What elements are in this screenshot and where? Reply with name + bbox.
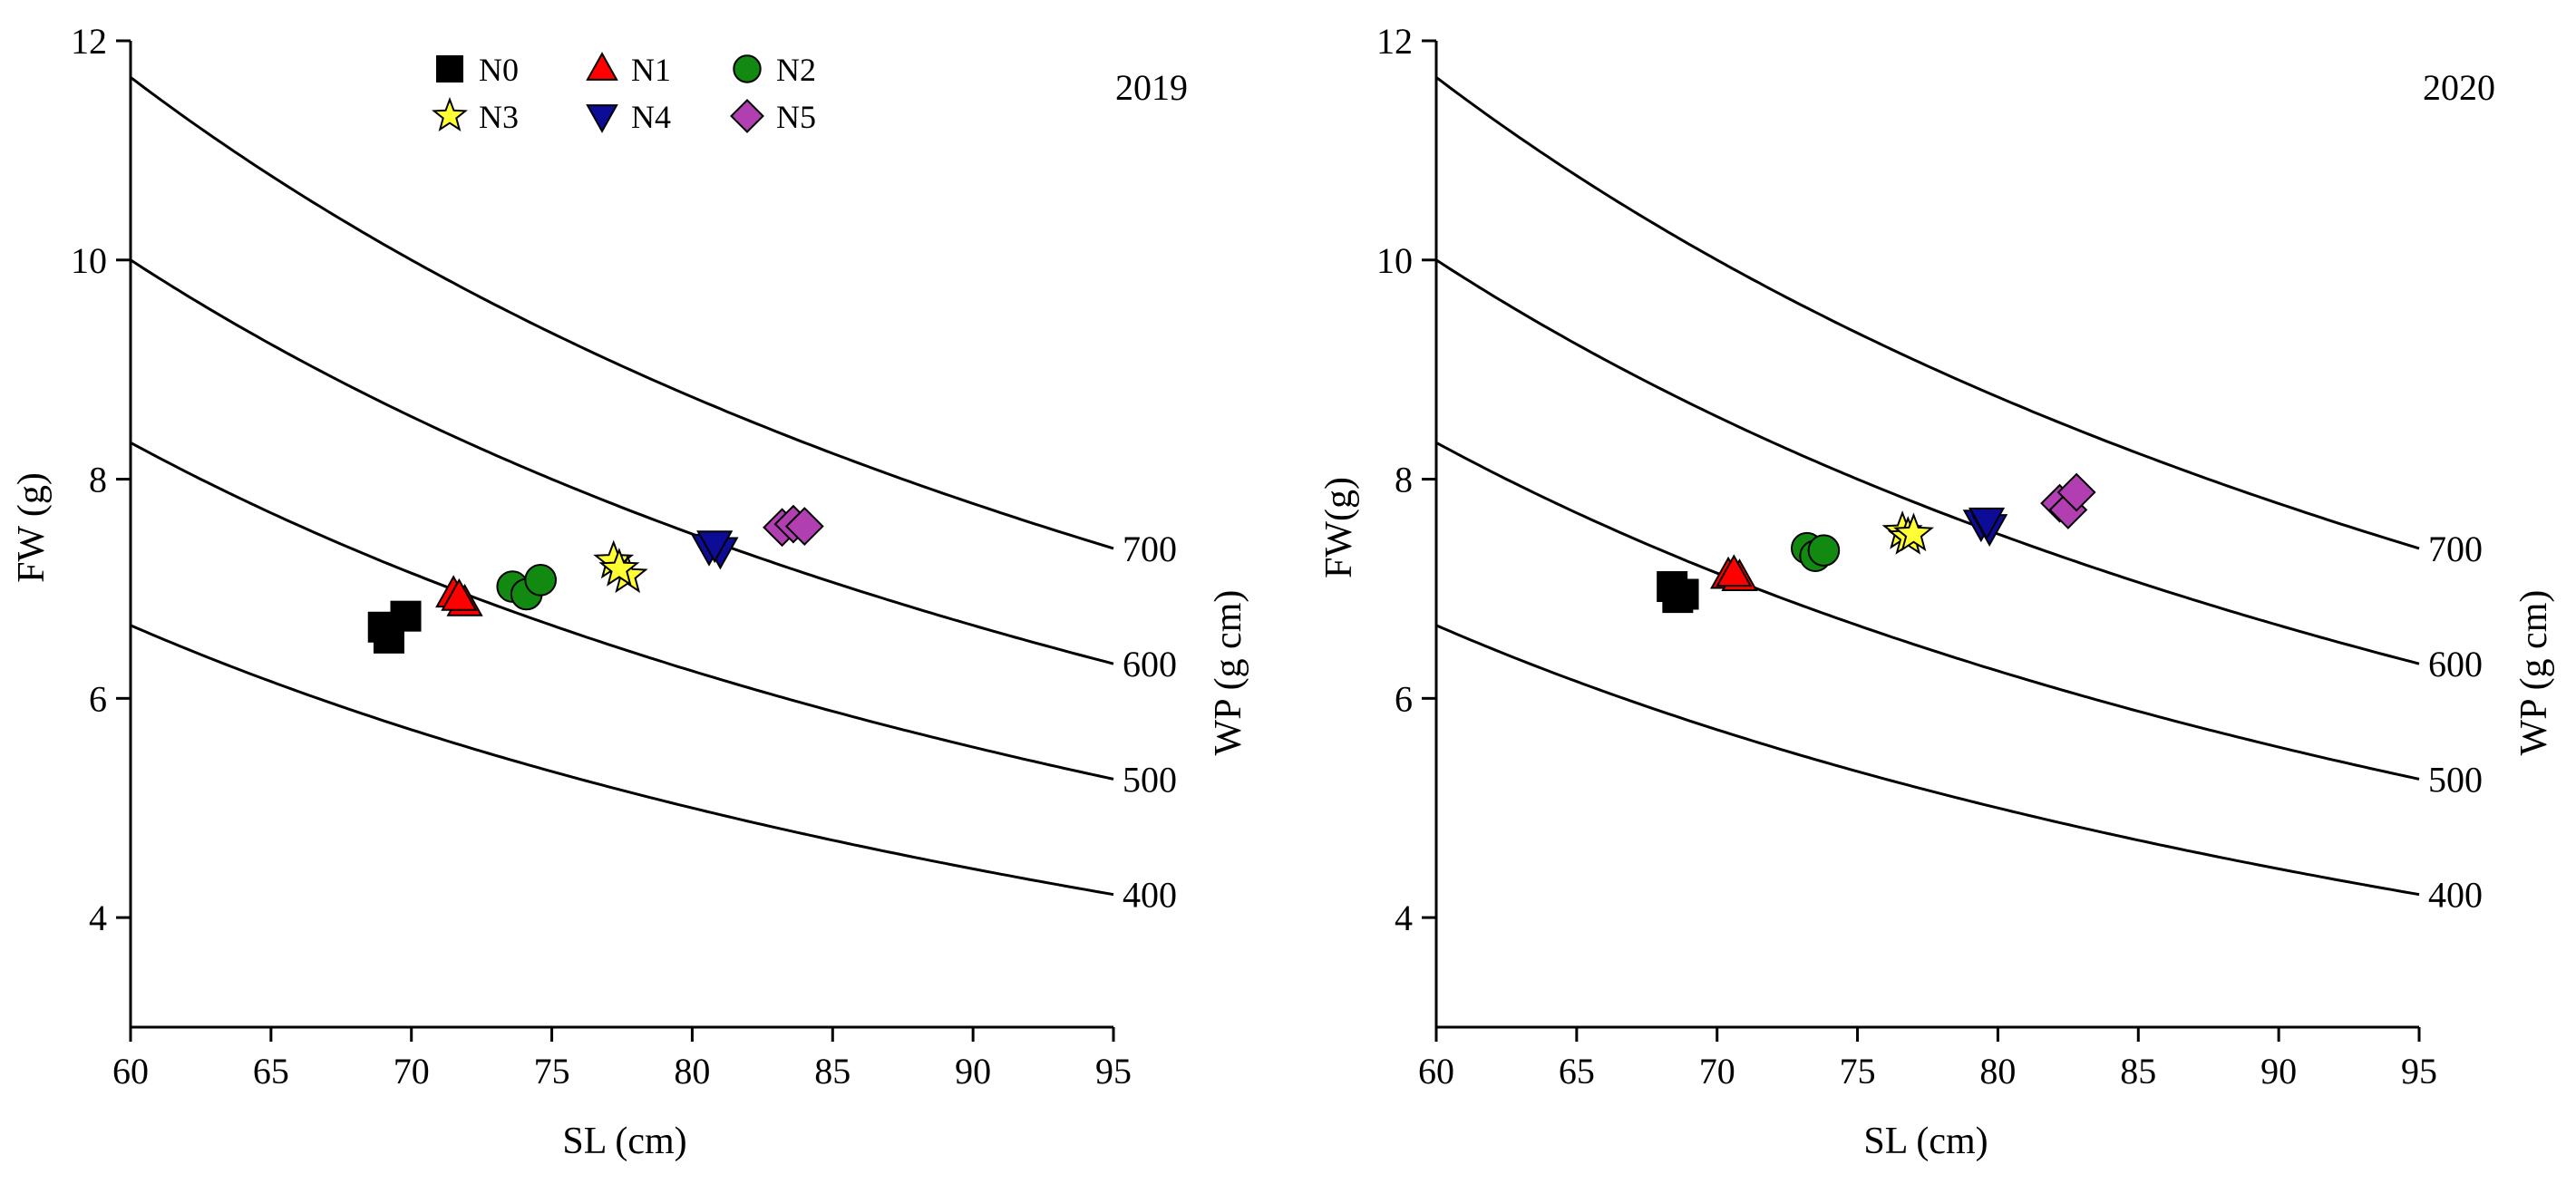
y-tick-label: 12	[1376, 21, 1413, 62]
panel-2020: 2020 SL (cm) FW(g) WP (g cm) 60 65 70 75 80 8…	[1318, 21, 2555, 1162]
data-point-n2	[1807, 534, 1841, 567]
wp-isoline-500	[130, 441, 1114, 781]
right-axis-title: WP (g cm)	[2513, 590, 2555, 756]
wp-isoline-label: 500	[1123, 759, 1177, 800]
y-tick-label: 4	[89, 898, 107, 938]
x-tick-label: 75	[534, 1051, 570, 1092]
legend: N0 N1 N2 N3 N4 N5	[432, 52, 816, 135]
legend-label: N5	[776, 99, 816, 135]
wp-isoline-700	[130, 76, 1114, 550]
right-axis-title: WP (g cm)	[1208, 590, 1249, 756]
wp-isoline-400	[130, 624, 1114, 897]
x-tick-label: 70	[394, 1051, 430, 1092]
data-point-n0	[1667, 578, 1699, 610]
x-tick-label: 95	[2401, 1051, 2437, 1092]
y-axis-title: FW (g)	[11, 472, 53, 583]
x-tick-label: 75	[1840, 1051, 1876, 1092]
x-tick-label: 60	[112, 1051, 149, 1092]
x-tick-label: 80	[674, 1051, 710, 1092]
panel-2019: 2019 SL (cm) FW (g) WP (g cm) 60 65 70 75 80…	[11, 21, 1249, 1162]
data-point-n2	[524, 563, 557, 597]
wp-isoline-label: 700	[1123, 529, 1177, 569]
x-tick-label: 65	[1559, 1051, 1595, 1092]
y-tick-label: 8	[89, 460, 107, 500]
legend-label: N0	[479, 52, 519, 88]
wp-isoline-600	[1435, 258, 2420, 665]
legend-label: N2	[776, 52, 816, 88]
wp-isoline-label: 600	[1123, 644, 1177, 684]
legend-marker-n2	[733, 54, 762, 83]
wp-isoline-label: 700	[2428, 529, 2483, 569]
data-point-n0	[390, 600, 422, 632]
data-point-n5	[784, 507, 824, 546]
wp-isoline-label: 400	[1123, 875, 1177, 916]
legend-label: N3	[479, 99, 519, 135]
wp-isoline-500	[1435, 441, 2420, 781]
y-tick-label: 10	[71, 240, 107, 281]
x-tick-label: 65	[253, 1051, 289, 1092]
data-point-n4	[696, 530, 734, 564]
y-tick-label: 8	[1395, 460, 1413, 500]
x-tick-label: 95	[1095, 1051, 1132, 1092]
x-tick-label: 90	[955, 1051, 991, 1092]
x-tick-label: 80	[1979, 1051, 2016, 1092]
panel-year-label: 2019	[1115, 67, 1188, 108]
x-axis-title: SL (cm)	[562, 1121, 686, 1162]
x-tick-label: 70	[1699, 1051, 1735, 1092]
y-tick-label: 6	[1395, 678, 1413, 719]
legend-marker-n4	[586, 104, 618, 133]
wp-isoline-600	[130, 258, 1114, 665]
y-tick-label: 12	[71, 21, 107, 62]
y-tick-label: 4	[1395, 898, 1413, 938]
data-point-n1	[1716, 554, 1753, 587]
x-axis-title: SL (cm)	[1863, 1121, 1988, 1162]
x-tick-label: 85	[814, 1051, 851, 1092]
data-point-n3	[598, 548, 640, 587]
wp-isoline-label: 400	[2428, 875, 2483, 916]
wp-isoline-400	[1435, 624, 2420, 897]
legend-marker-n5	[730, 99, 764, 133]
data-point-n3	[1893, 512, 1934, 552]
legend-marker-n1	[586, 52, 618, 81]
y-axis-title: FW(g)	[1318, 477, 1360, 578]
wp-isoline-700	[1435, 76, 2420, 550]
x-tick-label: 90	[2260, 1051, 2297, 1092]
panel-year-label: 2020	[2423, 67, 2495, 108]
legend-label: N1	[631, 52, 671, 88]
x-tick-label: 85	[2120, 1051, 2156, 1092]
legend-marker-n3	[432, 96, 468, 131]
x-tick-label: 60	[1418, 1051, 1454, 1092]
legend-label: N4	[631, 99, 671, 135]
legend-marker-n0	[436, 55, 463, 82]
wp-isoline-label: 500	[2428, 759, 2483, 800]
data-point-n1	[441, 577, 478, 611]
y-tick-label: 10	[1376, 240, 1413, 281]
y-tick-label: 6	[89, 678, 107, 719]
data-point-n5	[2056, 472, 2096, 512]
wp-isoline-label: 600	[2428, 644, 2483, 684]
data-point-n4	[1968, 507, 2006, 540]
